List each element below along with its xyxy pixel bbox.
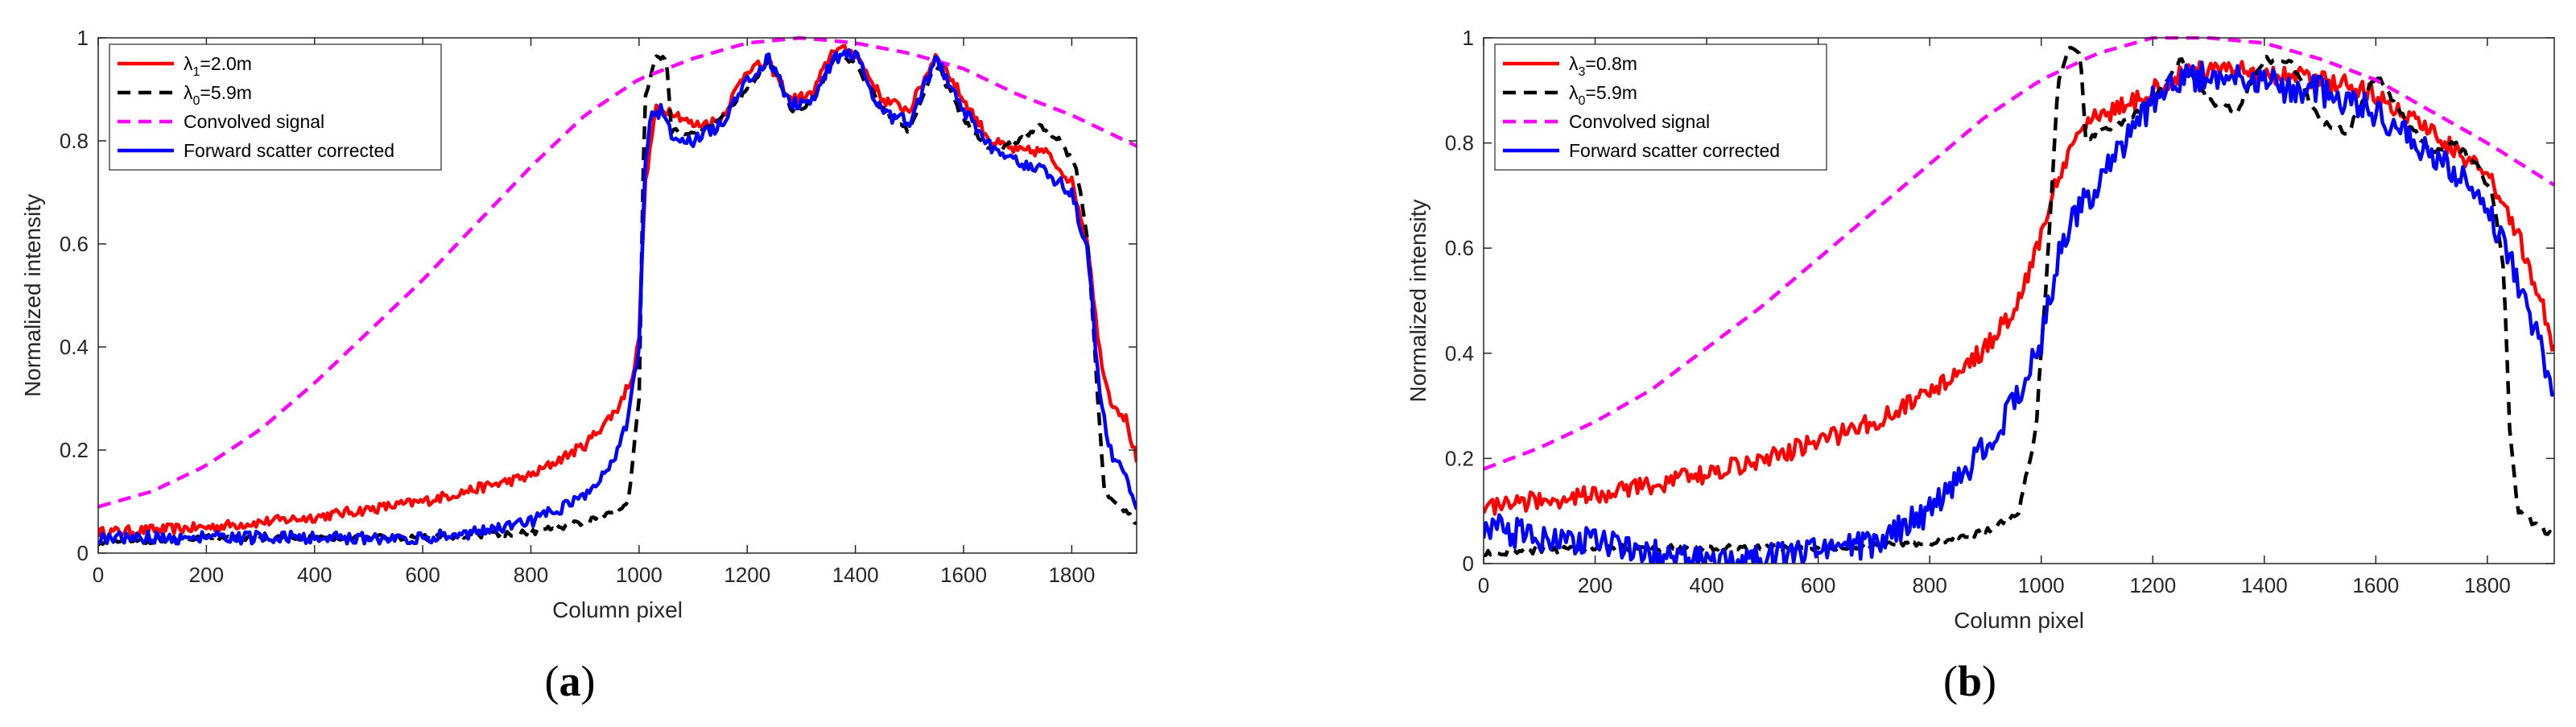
y-tick-label: 0.4 bbox=[1445, 341, 1474, 366]
x-tick-label: 200 bbox=[189, 563, 224, 587]
series-line-3 bbox=[1484, 36, 2554, 471]
y-tick-label: 0.2 bbox=[1445, 446, 1474, 470]
legend-label-3: Convolved signal bbox=[1569, 111, 1710, 132]
x-tick-label: 0 bbox=[93, 563, 104, 587]
axes-box bbox=[1483, 37, 2555, 564]
y-tick-label: 0 bbox=[77, 541, 89, 565]
y-axis-label: Normalized intensity bbox=[20, 194, 45, 397]
y-tick-label: 0.6 bbox=[60, 232, 89, 256]
x-tick-label: 1400 bbox=[832, 563, 879, 587]
x-tick-label: 600 bbox=[405, 563, 440, 587]
series-line-2 bbox=[98, 54, 1137, 547]
legend-label-4: Forward scatter corrected bbox=[1569, 140, 1780, 161]
x-tick-label: 1600 bbox=[940, 563, 987, 587]
x-tick-label: 400 bbox=[297, 563, 332, 587]
x-tick-label: 1200 bbox=[2129, 573, 2176, 597]
panel-caption: (a) bbox=[545, 657, 596, 705]
series-line-4 bbox=[98, 48, 1137, 546]
series-group bbox=[1484, 36, 2554, 564]
y-tick-label: 0.6 bbox=[1445, 236, 1474, 260]
x-tick-label: 1600 bbox=[2352, 573, 2399, 597]
x-tick-label: 400 bbox=[1689, 573, 1724, 597]
legend-label-3: Convolved signal bbox=[184, 111, 324, 132]
x-tick-label: 1200 bbox=[724, 563, 770, 587]
series-line-3 bbox=[98, 36, 1137, 509]
chart-panel-b: 0 200 400 600 800 1000 1200 1400 1600 1800 0 0.2 0.4… bbox=[1406, 26, 2555, 705]
axes-box bbox=[97, 37, 1137, 554]
y-tick-label: 0.2 bbox=[60, 438, 89, 462]
series-line-2 bbox=[1484, 45, 2554, 558]
y-tick-label: 0.4 bbox=[60, 335, 89, 359]
legend: λ1=2.0m λ0=5.9m Convolved signal Forward sc… bbox=[109, 43, 442, 171]
x-tick-label: 1800 bbox=[1048, 563, 1095, 587]
y-tick-label: 0.8 bbox=[60, 129, 89, 153]
legend-label-2: λ0=5.9m bbox=[184, 82, 252, 108]
legend-label-1: λ3=0.8m bbox=[1569, 53, 1637, 79]
y-tick-label: 0 bbox=[1463, 551, 1474, 576]
x-axis-label: Column pixel bbox=[1954, 608, 2084, 633]
y-tick-label: 0.8 bbox=[1445, 131, 1474, 155]
legend-label-4: Forward scatter corrected bbox=[184, 140, 394, 161]
x-tick-label: 200 bbox=[1578, 573, 1612, 597]
x-tick-label: 1800 bbox=[2464, 573, 2511, 597]
legend-label-2: λ0=5.9m bbox=[1569, 82, 1637, 108]
x-tick-label: 0 bbox=[1478, 573, 1489, 597]
y-axis-label: Normalized intensity bbox=[1406, 199, 1430, 402]
series-line-1 bbox=[98, 43, 1137, 539]
x-tick-label: 1000 bbox=[2018, 573, 2065, 597]
x-tick-label: 1400 bbox=[2241, 573, 2288, 597]
legend-label-1: λ1=2.0m bbox=[184, 53, 252, 79]
x-tick-label: 800 bbox=[1912, 573, 1946, 597]
panel-caption: (b) bbox=[1943, 657, 1996, 705]
x-tick-label: 1000 bbox=[616, 563, 663, 587]
x-tick-label: 800 bbox=[514, 563, 548, 587]
x-axis-label: Column pixel bbox=[552, 597, 683, 622]
series-group bbox=[98, 36, 1137, 547]
y-tick-label: 1 bbox=[1463, 26, 1474, 50]
y-tick-label: 1 bbox=[77, 26, 89, 50]
x-tick-label: 600 bbox=[1801, 573, 1835, 597]
legend: λ3=0.8m λ0=5.9m Convolved signal Forward sc… bbox=[1494, 43, 1827, 171]
chart-panel-a: 0 200 400 600 800 1000 1200 1400 1600 1800 0 0.2 0.4… bbox=[20, 26, 1137, 705]
series-line-1 bbox=[1484, 60, 2554, 516]
series-line-4 bbox=[1484, 60, 2554, 564]
